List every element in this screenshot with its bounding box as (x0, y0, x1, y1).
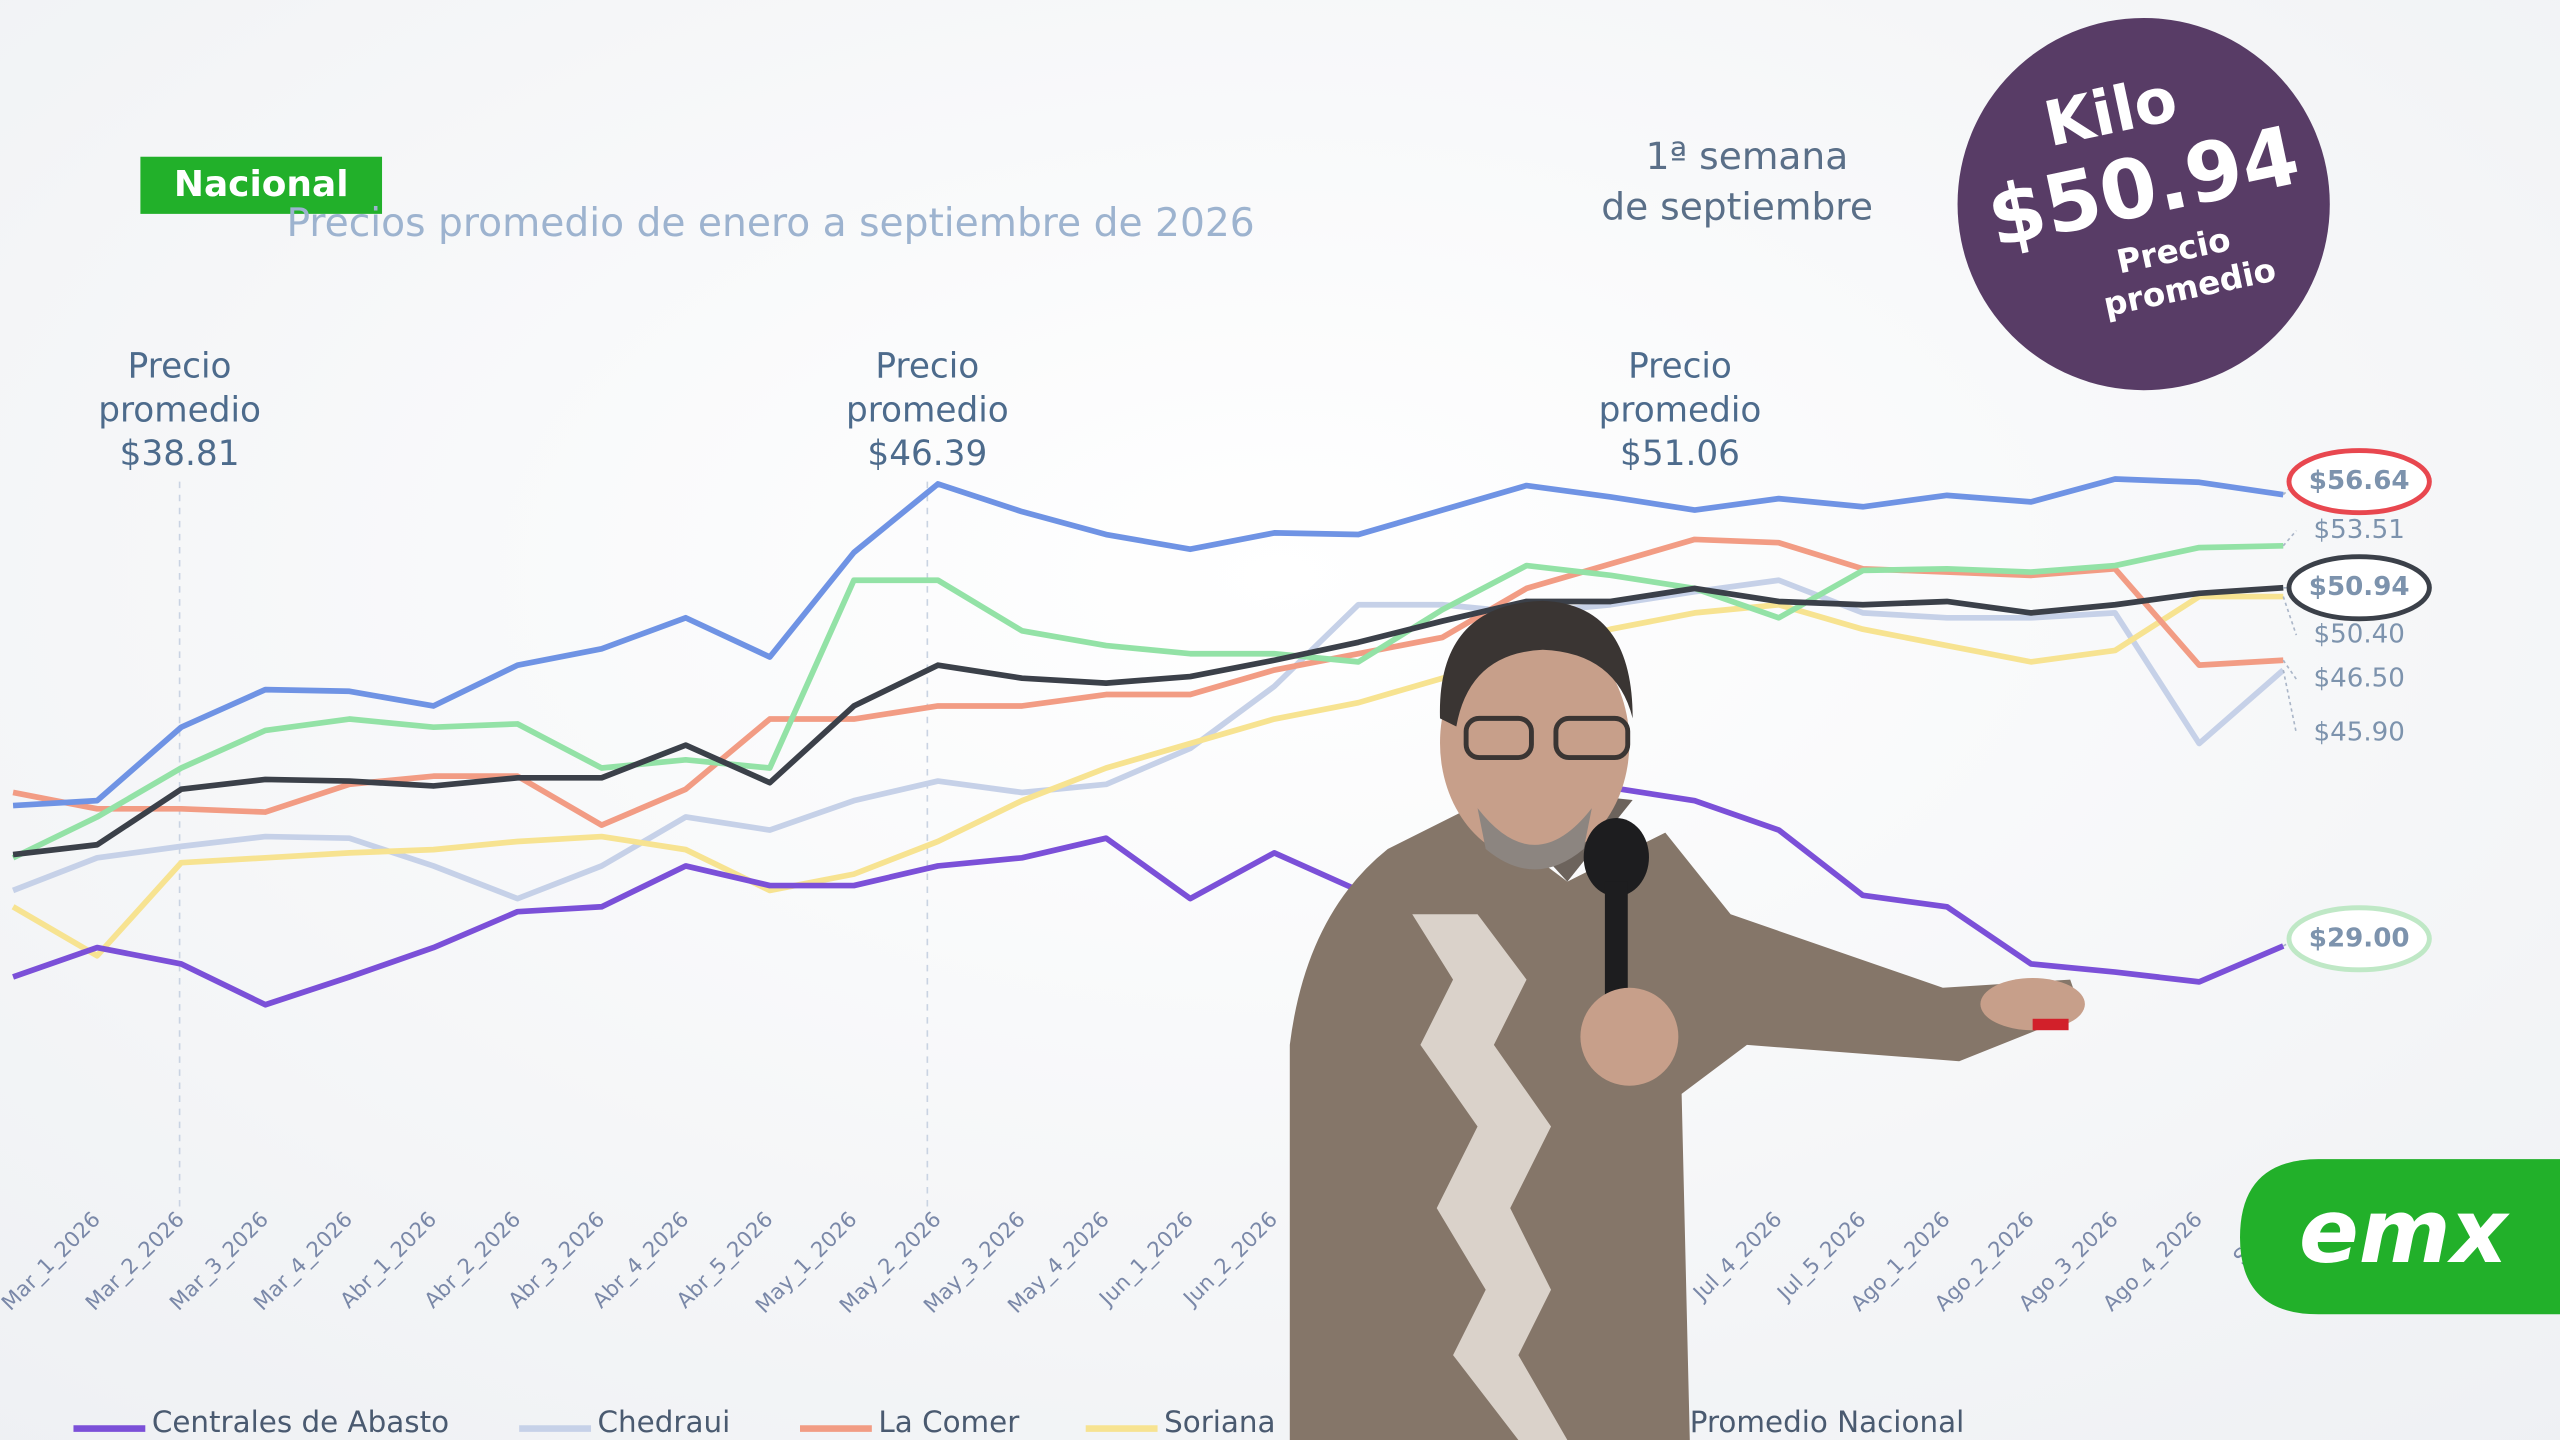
beard (1477, 808, 1592, 870)
pointer (2032, 1018, 2069, 1031)
week-label: 1ª semana (1646, 134, 1849, 178)
label-leader (2282, 596, 2298, 636)
end-label: $29.00 (2309, 923, 2410, 953)
legend-label: Centrales de Abasto (152, 1405, 449, 1439)
label-leader (2282, 669, 2298, 734)
series-line (12, 476, 2284, 809)
hand (1980, 977, 2085, 1031)
legend-label: La Comer (878, 1405, 1020, 1439)
end-label: $53.51 (2314, 515, 2405, 545)
annotation-label: Precio promedio (846, 346, 1009, 430)
presenter (1289, 600, 2085, 1440)
legend-label: Soriana (1164, 1405, 1275, 1439)
series-line (12, 584, 2284, 858)
price-badge (1957, 17, 2330, 391)
end-label: $50.40 (2314, 620, 2405, 650)
annotation-label: Precio promedio (98, 346, 261, 430)
glasses (1463, 715, 1534, 760)
sweater-pattern (1412, 914, 1568, 1440)
annotation-value: $46.39 (867, 434, 987, 474)
head (1440, 625, 1630, 861)
tag-box (140, 156, 383, 214)
end-label: $46.50 (2314, 664, 2405, 694)
logo-box (2240, 1159, 2560, 1315)
end-label: $45.90 (2314, 718, 2405, 748)
label-ring (2286, 905, 2432, 973)
logo: emx (2299, 1180, 2511, 1283)
microphone (1583, 817, 1649, 897)
series-line (12, 784, 2285, 1008)
label-ring (2286, 448, 2432, 516)
annotation-label: Precio promedio (1599, 346, 1762, 430)
legend-label: Promedio Nacional (1690, 1405, 1964, 1439)
end-label: $56.64 (2309, 466, 2410, 496)
label-ring (2286, 554, 2432, 622)
glasses (1553, 715, 1631, 760)
tag: Nacional (174, 164, 349, 205)
series-line (11, 593, 2284, 959)
series-line (11, 542, 2284, 861)
hair (1439, 600, 1633, 727)
legend-label: Chedraui (598, 1405, 731, 1439)
annotation-value: $51.06 (1620, 434, 1740, 474)
end-label: $50.94 (2309, 572, 2410, 602)
week-label: de septiembre (1601, 184, 1873, 228)
hand (1580, 987, 1679, 1086)
chart-title: Precios promedio de enero a septiembre d… (286, 201, 1254, 246)
annotation-value: $38.81 (120, 434, 240, 474)
